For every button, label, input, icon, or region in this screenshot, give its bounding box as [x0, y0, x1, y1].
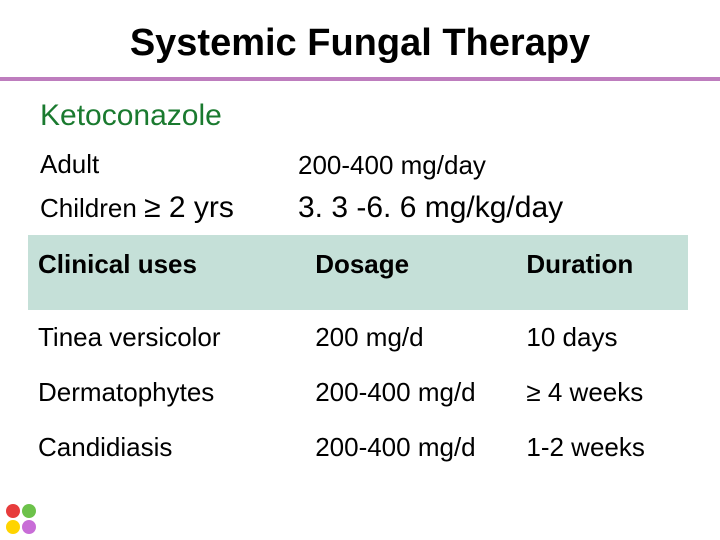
table-row: Candidiasis 200-400 mg/d 1-2 weeks [28, 420, 688, 475]
dot-icon [6, 520, 20, 534]
cell-dosage: 200-400 mg/d [305, 420, 516, 475]
dose-row-children: Children ≥ 2 yrs 3. 3 -6. 6 mg/kg/day [40, 191, 692, 225]
cell-duration: ≥ 4 weeks [516, 365, 688, 420]
dose-label-prefix: Children [40, 193, 144, 223]
column-header: Clinical uses [28, 235, 305, 310]
cell-duration: 1-2 weeks [516, 420, 688, 475]
dose-label: Adult [40, 147, 298, 181]
slide-title: Systemic Fungal Therapy [0, 0, 720, 71]
cell-clinical-use: Dermatophytes [28, 365, 305, 420]
table-row: Tinea versicolor 200 mg/d 10 days [28, 310, 688, 365]
dot-icon [22, 504, 36, 518]
dot-icon [6, 504, 20, 518]
dose-label-prefix: Adult [40, 149, 99, 179]
column-header: Duration [516, 235, 688, 310]
table-header-row: Clinical uses Dosage Duration [28, 235, 688, 310]
dose-row-adult: Adult 200-400 mg/day [40, 147, 692, 181]
drug-name: Ketoconazole [40, 99, 692, 133]
cell-dosage: 200-400 mg/d [305, 365, 516, 420]
dose-value: 200-400 mg/day [298, 150, 486, 181]
cell-clinical-use: Tinea versicolor [28, 310, 305, 365]
dot-icon [22, 520, 36, 534]
content-area: Ketoconazole Adult 200-400 mg/day Childr… [0, 81, 720, 475]
cell-duration: 10 days [516, 310, 688, 365]
dose-label: Children ≥ 2 yrs [40, 191, 298, 225]
table-row: Dermatophytes 200-400 mg/d ≥ 4 weeks [28, 365, 688, 420]
dose-label-big: ≥ 2 yrs [144, 191, 234, 224]
column-header: Dosage [305, 235, 516, 310]
corner-dots-decoration [6, 504, 36, 534]
clinical-table: Clinical uses Dosage Duration Tinea vers… [28, 235, 688, 475]
cell-clinical-use: Candidiasis [28, 420, 305, 475]
cell-dosage: 200 mg/d [305, 310, 516, 365]
dose-value: 3. 3 -6. 6 mg/kg/day [298, 191, 563, 225]
